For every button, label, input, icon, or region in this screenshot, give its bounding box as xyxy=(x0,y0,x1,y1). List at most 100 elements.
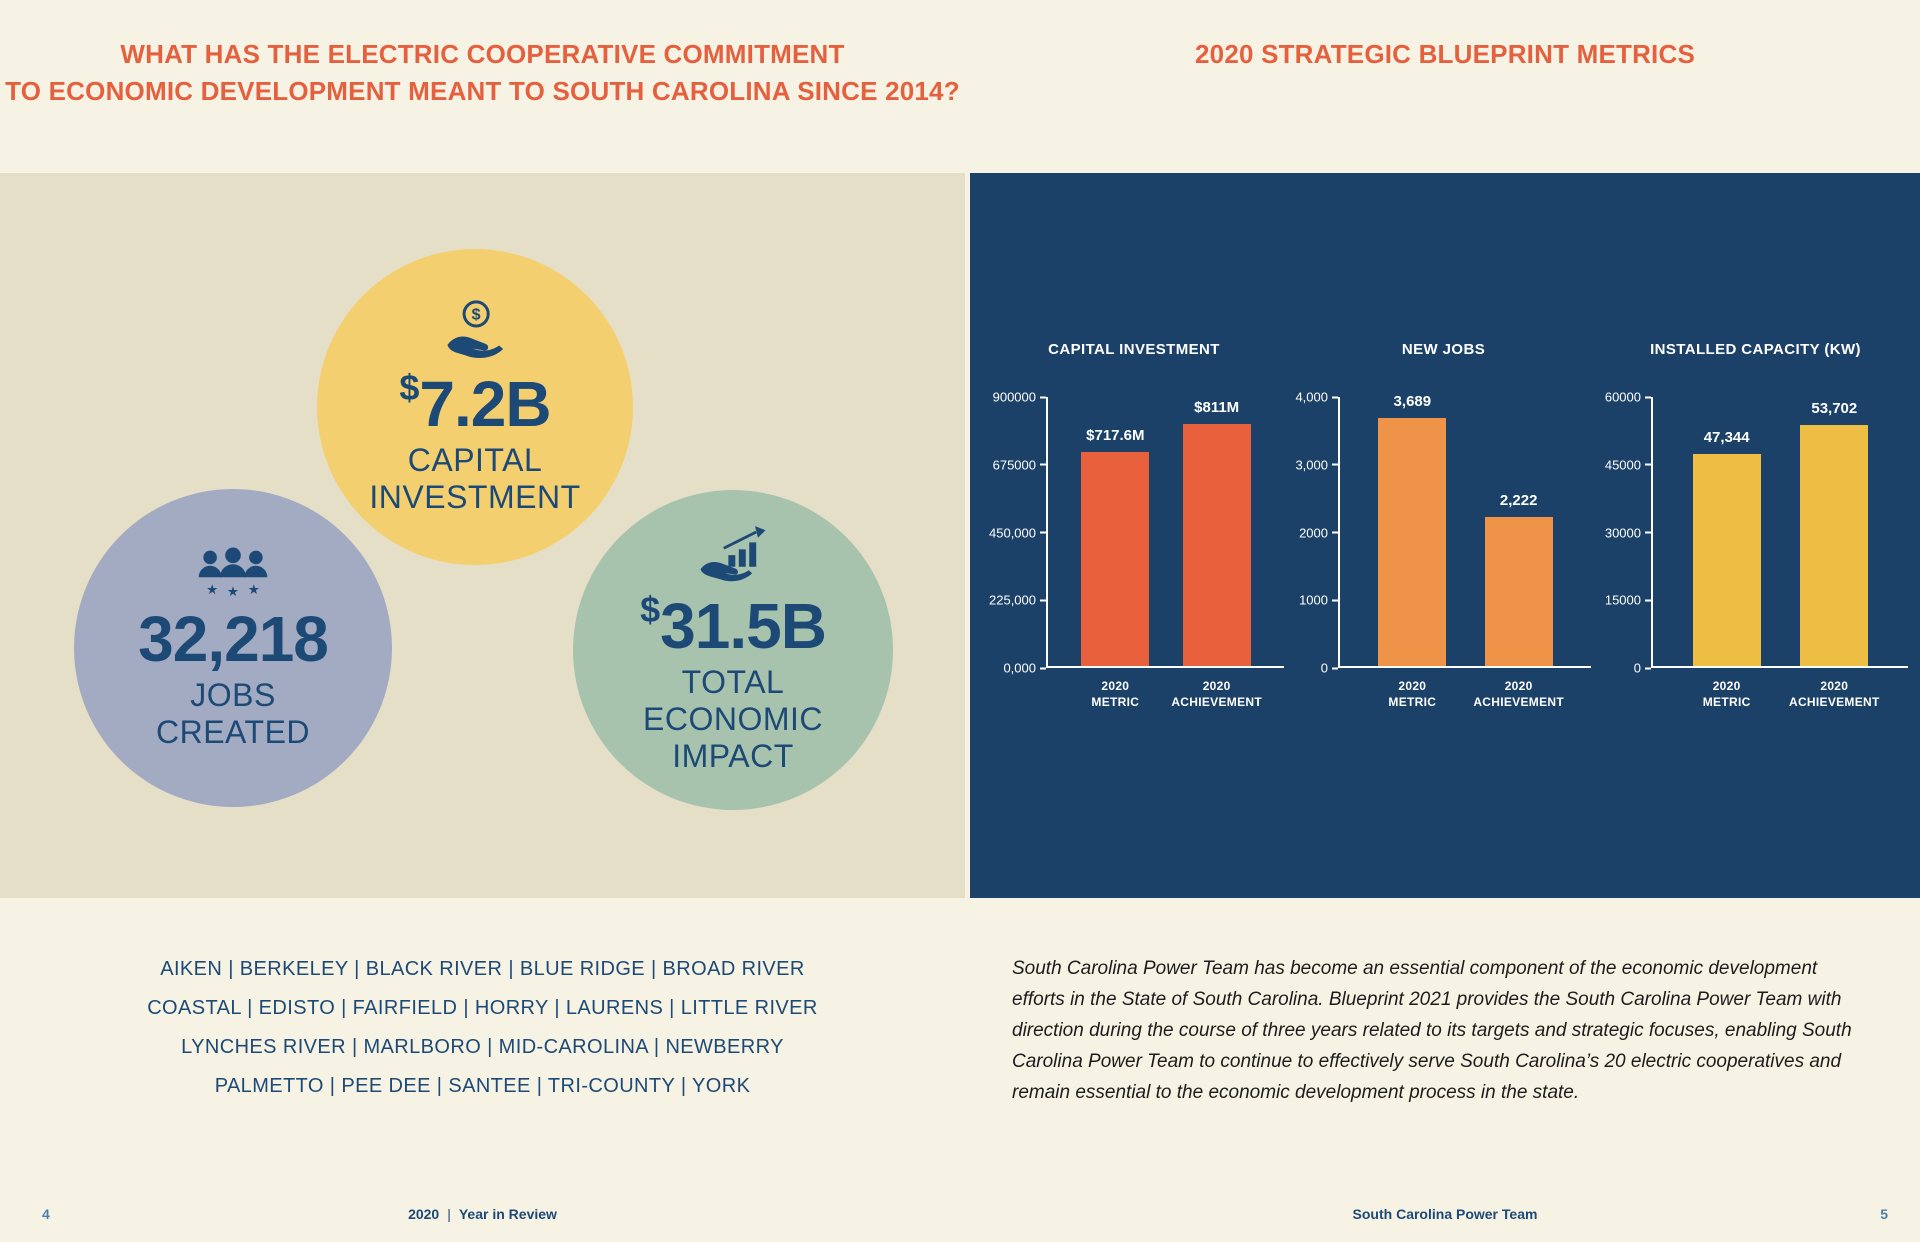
stat-circle-jobs-created: ★ ★ ★ 32,218 JOBS CREATED xyxy=(74,489,392,807)
y-tick-mark xyxy=(1040,531,1046,534)
stat-value: $31.5B xyxy=(640,589,827,663)
stat-circle-economic-impact: $31.5B TOTAL ECONOMIC IMPACT xyxy=(573,490,893,810)
y-axis: 4,000 3,000 2000 1000 0 xyxy=(1295,390,1338,676)
stat-label-line: ECONOMIC xyxy=(643,701,823,738)
bar-category-label: 2020 METRIC xyxy=(1388,679,1437,709)
y-tick-label: 3,000 xyxy=(1295,457,1338,472)
plot-area: $717.6M 2020 METRIC $811M 2020 ACHIEVEMENT xyxy=(1046,397,1284,709)
y-tick-mark xyxy=(1645,463,1651,466)
people-icon: ★ ★ ★ xyxy=(198,547,268,598)
bar: $717.6M 2020 METRIC xyxy=(1081,427,1150,709)
y-tick-label: 675000 xyxy=(993,457,1046,472)
stat-label-line: IMPACT xyxy=(672,737,794,774)
y-tick-mark xyxy=(1645,396,1651,398)
footer-review-label: Year in Review xyxy=(458,1206,557,1222)
stat-currency-prefix: $ xyxy=(640,589,661,631)
stat-number: 32,218 xyxy=(138,602,329,675)
stat-value: 32,218 xyxy=(138,602,329,675)
bar: 47,344 2020 METRIC xyxy=(1692,429,1761,709)
page-title-left: WHAT HAS THE ELECTRIC COOPERATIVE COMMIT… xyxy=(0,36,965,110)
y-tick-mark xyxy=(1645,599,1651,602)
y-tick-label: 1000 xyxy=(1299,593,1338,608)
y-tick-mark xyxy=(1645,531,1651,534)
chart-body: 4,000 3,000 2000 1000 0 3,689 2020 METRIC 2,222… xyxy=(1295,390,1591,709)
chart-capital-investment: CAPITAL INVESTMENT 900000 675000 450,000 22… xyxy=(984,341,1284,709)
y-tick-label: 4,000 xyxy=(1295,390,1338,405)
page-title-left-line1: WHAT HAS THE ELECTRIC COOPERATIVE COMMIT… xyxy=(120,39,845,69)
stats-panel: $ $7.2B CAPITAL INVESTMENT ★ ★ ★ 32,218 … xyxy=(0,173,965,898)
y-tick-mark xyxy=(1332,396,1338,398)
y-tick-mark xyxy=(1332,667,1338,669)
footer-right: South Carolina Power Team xyxy=(1352,1206,1538,1222)
bar-value-label: 47,344 xyxy=(1703,428,1750,446)
bar-value-label: 2,222 xyxy=(1499,491,1538,509)
svg-text:★: ★ xyxy=(227,584,239,598)
cooperatives-line: PALMETTO | PEE DEE | SANTEE | TRI-COUNTY… xyxy=(214,1075,751,1097)
footer-separator: | xyxy=(447,1206,451,1222)
y-tick-mark xyxy=(1332,599,1338,602)
bar-value-label: 53,702 xyxy=(1811,400,1858,418)
bar-value-label: $811M xyxy=(1194,398,1240,416)
stat-label-line: CREATED xyxy=(155,713,311,750)
stat-number: 31.5B xyxy=(660,590,827,663)
stat-label-line: INVESTMENT xyxy=(369,478,581,515)
y-tick-mark xyxy=(1040,667,1046,669)
y-tick-mark xyxy=(1332,531,1338,534)
bar-value-label: 3,689 xyxy=(1393,392,1432,410)
narrative-paragraph: South Carolina Power Team has become an … xyxy=(1012,958,1852,1103)
cooperatives-list: AIKEN | BERKELEY | BLACK RIVER | BLUE RI… xyxy=(0,950,965,1106)
page-title-right-text: 2020 STRATEGIC BLUEPRINT METRICS xyxy=(1195,39,1695,69)
y-tick-label: 30000 xyxy=(1605,525,1651,540)
bar: $811M 2020 ACHIEVEMENT xyxy=(1171,399,1261,709)
chart-title: INSTALLED CAPACITY (KW) xyxy=(1650,341,1861,358)
footer-year: 2020 xyxy=(408,1206,440,1222)
y-tick-label: 0,000 xyxy=(1003,661,1046,676)
plot-area: 3,689 2020 METRIC 2,222 2020 ACHIEVEMENT xyxy=(1338,393,1591,709)
y-axis: 900000 675000 450,000 225,000 0,000 xyxy=(984,390,1046,676)
y-tick-mark xyxy=(1040,463,1046,466)
cooperatives-line: AIKEN | BERKELEY | BLACK RIVER | BLUE RI… xyxy=(160,958,805,980)
chart-body: 60000 45000 30000 15000 0 47,344 2020 METRIC 53… xyxy=(1603,390,1908,709)
y-tick-label: 225,000 xyxy=(989,593,1046,608)
bar-category-label: 2020 ACHIEVEMENT xyxy=(1788,679,1880,709)
charts-row: CAPITAL INVESTMENT 900000 675000 450,000 22… xyxy=(970,341,1920,709)
y-tick-mark xyxy=(1040,599,1046,602)
y-tick-label: 900000 xyxy=(993,390,1046,405)
cooperatives-line: LYNCHES RIVER | MARLBORO | MID-CAROLINA … xyxy=(181,1036,784,1058)
y-tick-mark xyxy=(1332,463,1338,466)
svg-text:★: ★ xyxy=(248,581,260,597)
stat-number: 7.2B xyxy=(419,367,551,440)
y-axis: 60000 45000 30000 15000 0 xyxy=(1603,390,1651,676)
y-tick-label: 2000 xyxy=(1299,525,1338,540)
y-tick-label: 0 xyxy=(1321,661,1338,676)
y-tick-label: 45000 xyxy=(1605,457,1651,472)
metrics-panel: CAPITAL INVESTMENT 900000 675000 450,000 22… xyxy=(970,173,1920,898)
footer-left: 2020 | Year in Review xyxy=(0,1206,965,1222)
stat-value: $7.2B xyxy=(399,366,551,440)
y-tick-mark xyxy=(1040,396,1046,398)
page-number-left: 4 xyxy=(42,1206,50,1222)
chart-new-jobs: NEW JOBS 4,000 3,000 2000 1000 0 3,689 2020 ME… xyxy=(1295,341,1591,709)
page-number-right: 5 xyxy=(1880,1206,1888,1222)
stat-label: JOBS CREATED xyxy=(156,677,310,751)
y-tick-label: 450,000 xyxy=(989,525,1046,540)
svg-text:★: ★ xyxy=(206,581,218,597)
chart-installed-capacity: INSTALLED CAPACITY (KW) 60000 45000 30000 1… xyxy=(1603,341,1908,709)
bar-value-label: $717.6M xyxy=(1086,426,1145,444)
bar-category-label: 2020 METRIC xyxy=(1702,679,1751,709)
stat-circle-capital-investment: $ $7.2B CAPITAL INVESTMENT xyxy=(317,249,633,565)
stat-label-line: JOBS xyxy=(190,676,276,713)
bar-category-label: 2020 ACHIEVEMENT xyxy=(1171,679,1262,709)
page-title-left-line2: TO ECONOMIC DEVELOPMENT MEANT TO SOUTH C… xyxy=(5,76,960,106)
y-tick-label: 0 xyxy=(1634,661,1651,676)
bar: 53,702 2020 ACHIEVEMENT xyxy=(1789,400,1879,709)
stat-label-line: TOTAL xyxy=(681,664,785,701)
page-title-right: 2020 STRATEGIC BLUEPRINT METRICS xyxy=(970,36,1920,73)
svg-text:$: $ xyxy=(472,305,481,323)
stat-label: CAPITAL INVESTMENT xyxy=(369,442,580,516)
stat-label-line: CAPITAL xyxy=(407,441,543,478)
y-tick-mark xyxy=(1645,667,1651,669)
bar-category-label: 2020 ACHIEVEMENT xyxy=(1473,679,1564,709)
bar: 3,689 2020 METRIC xyxy=(1378,393,1447,709)
stat-currency-prefix: $ xyxy=(399,366,420,408)
